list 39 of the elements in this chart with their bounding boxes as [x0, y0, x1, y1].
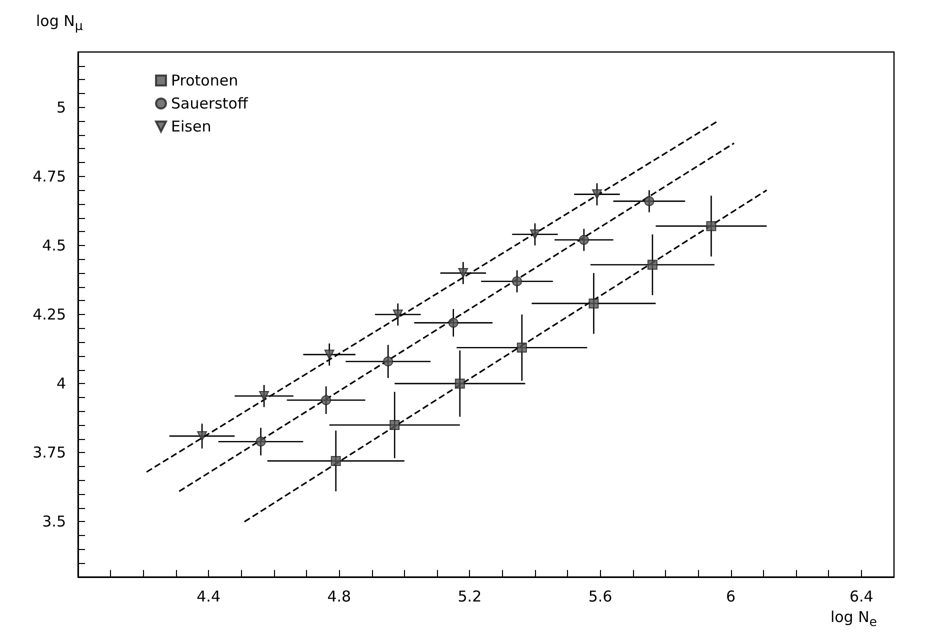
- y-tick-label: 3.5: [42, 512, 66, 531]
- point: [330, 456, 341, 466]
- x-tick-label: 6.4: [849, 588, 874, 606]
- y-tick-label: 3.75: [32, 444, 66, 462]
- point: [578, 234, 589, 245]
- point: [259, 391, 270, 402]
- point: [454, 378, 465, 389]
- point: [592, 189, 602, 200]
- x-tick-label: 4.4: [196, 588, 220, 606]
- point: [256, 436, 266, 447]
- y-tick-label: 4.5: [42, 236, 66, 254]
- point: [647, 260, 658, 270]
- legend-label: Sauerstoff: [171, 94, 248, 112]
- point: [706, 221, 716, 232]
- point: [383, 356, 394, 366]
- point: [458, 268, 468, 278]
- legend-label: Protonen: [171, 72, 238, 90]
- y-tick-label: 4.75: [32, 167, 66, 186]
- point: [197, 431, 208, 442]
- x-tick-label: 6: [726, 588, 736, 606]
- point: [324, 350, 334, 360]
- point: [516, 342, 527, 353]
- point: [392, 310, 403, 320]
- point: [321, 395, 332, 406]
- y-axis-title: log N$_{μ}$: [36, 12, 83, 35]
- point: [530, 229, 540, 240]
- y-tick-label: 4.25: [32, 306, 66, 324]
- x-tick-label: 5.2: [458, 588, 482, 606]
- point: [644, 196, 654, 206]
- point: [512, 276, 522, 286]
- y-tick-label: 4: [56, 374, 66, 393]
- point: [588, 298, 599, 308]
- point: [390, 420, 400, 430]
- y-tick-label: 5: [56, 98, 66, 116]
- x-axis-title: log N$_{e}$: [830, 608, 877, 631]
- point: [448, 318, 458, 328]
- x-tick-label: 4.8: [327, 588, 352, 606]
- x-tick-label: 5.6: [588, 588, 612, 606]
- legend-label: Eisen: [171, 118, 212, 136]
